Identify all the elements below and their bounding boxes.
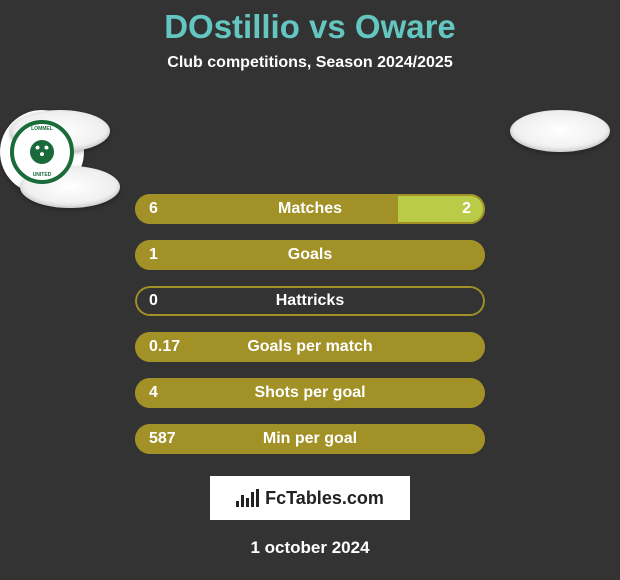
brand-chart-icon [236,489,259,507]
stat-label: Min per goal [135,430,485,448]
comparison-title: DOstillio vs Oware [0,0,620,46]
comparison-subtitle: Club competitions, Season 2024/2025 [0,54,620,72]
brand-text: FcTables.com [265,488,384,509]
club-badge-text-top: LOMMEL [31,126,53,132]
ball-icon [30,140,54,164]
stat-label: Matches [135,200,485,218]
comparison-panel: LOMMEL UNITED 62Matches 1Goals 0Hattricks 0… [0,110,620,558]
club-badge-ring: LOMMEL UNITED [10,120,74,184]
date-label: 1 october 2024 [0,538,620,558]
stat-label: Goals per match [135,338,485,356]
stat-row: 0.17Goals per match [135,332,485,362]
stat-row: 0Hattricks [135,286,485,316]
club-badge-text-bot: UNITED [33,172,52,178]
brand-banner: FcTables.com [210,476,410,520]
stat-label: Shots per goal [135,384,485,402]
stat-label: Hattricks [135,292,485,310]
stat-label: Goals [135,246,485,264]
stat-row: 1Goals [135,240,485,270]
stat-row: 62Matches [135,194,485,224]
stat-row: 4Shots per goal [135,378,485,408]
player-right-badge-1 [510,110,610,152]
stat-bars: 62Matches 1Goals 0Hattricks 0.17Goals per m… [135,194,485,454]
stat-row: 587Min per goal [135,424,485,454]
